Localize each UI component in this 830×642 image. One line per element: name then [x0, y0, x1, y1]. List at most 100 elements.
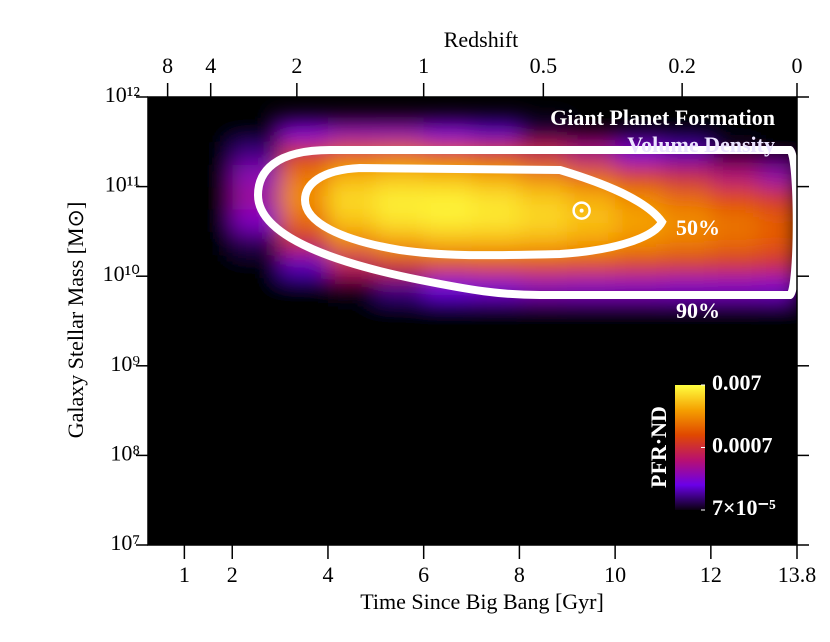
heatmap-cell [375, 209, 425, 232]
heatmap-cell [280, 276, 329, 300]
heatmap-cell [471, 209, 520, 232]
y-tick-label: 10¹² [105, 82, 141, 107]
heatmap-cell [232, 276, 281, 300]
heatmap-cell [423, 186, 473, 210]
heatmap-cell [184, 119, 233, 143]
heatmap-cell [758, 231, 797, 255]
heatmap-cell [710, 321, 760, 344]
heatmap-cell [615, 321, 664, 344]
heatmap-cell [423, 321, 473, 344]
contours [253, 146, 797, 299]
heatmap-cell [280, 298, 329, 322]
x2-tick-label: 0.2 [668, 53, 696, 78]
heatmap-cell [184, 253, 233, 277]
heatmap-cell [615, 298, 664, 322]
heatmap-cell [423, 298, 473, 322]
heatmap-cell [471, 298, 520, 322]
x2-tick-label: 0 [792, 53, 803, 78]
heatmap-cell [567, 253, 616, 277]
heatmap-cell [327, 276, 377, 300]
heatmap-cell [662, 209, 712, 232]
heatmap-cell [519, 298, 568, 322]
heatmap-cell [184, 164, 233, 188]
plot-frame [147, 96, 798, 546]
heatmap-cell [758, 298, 797, 322]
colorbar-tick-label: 0.007 [712, 370, 762, 395]
heatmap-cell [327, 298, 377, 322]
heatmap-cell [567, 321, 616, 344]
heatmap-cell [662, 186, 712, 210]
heatmap-cell [423, 209, 473, 232]
colorbar-title: PFR·ND [646, 406, 671, 488]
x2-tick-label: 4 [205, 53, 216, 78]
y-axis-title: Galaxy Stellar Mass [M⊙] [63, 202, 88, 439]
heatmap-cell [232, 141, 281, 165]
heatmap-cell [662, 298, 712, 322]
heatmap-cell [184, 276, 233, 300]
heatmap-cell [375, 321, 425, 344]
heatmap-cell [471, 119, 520, 143]
heatmap-cell [232, 119, 281, 143]
heatmap-cell [710, 298, 760, 322]
colorbar [675, 385, 705, 510]
heatmap-cell [423, 119, 473, 143]
heatmap-cell [375, 298, 425, 322]
heatmap-cell [615, 164, 664, 188]
heatmap-cell [519, 231, 568, 255]
y-tick-label: 10⁸ [110, 440, 140, 465]
heatmap-cell [471, 253, 520, 277]
contour-90 [253, 146, 797, 299]
heatmap-cell [758, 253, 797, 277]
heatmap-cell [662, 164, 712, 188]
heatmap-cell [327, 321, 377, 344]
heatmap-cell [471, 231, 520, 255]
heatmap-cell [519, 209, 568, 232]
x-tick-label: 6 [418, 562, 429, 587]
colorbar-tick-label: 0.0007 [712, 433, 773, 458]
heatmap-cell [232, 253, 281, 277]
x-tick-label: 8 [514, 562, 525, 587]
heatmap-cell [615, 253, 664, 277]
x-tick-label: 12 [700, 562, 722, 587]
heatmap-cell [280, 321, 329, 344]
contour-label: 90% [676, 298, 720, 323]
x2-axis-title: Redshift [444, 27, 519, 52]
heatmap-cell [662, 321, 712, 344]
contour-label: 50% [676, 215, 720, 240]
heatmap-cell [710, 253, 760, 277]
x-tick-label: 4 [322, 562, 333, 587]
heatmap-cell [184, 298, 233, 322]
heatmap-cell [519, 119, 568, 143]
heatmap-cell [327, 119, 377, 143]
x-tick-label: 10 [604, 562, 626, 587]
heatmap-cell [567, 209, 616, 232]
heatmap-cell [423, 253, 473, 277]
heatmap-cell [758, 321, 797, 344]
x-tick-label: 2 [227, 562, 238, 587]
heatmap-cell [615, 119, 664, 143]
x2-tick-label: 0.5 [530, 53, 558, 78]
heatmap-cell [327, 209, 377, 232]
x2-tick-label: 1 [418, 53, 429, 78]
colorbar-tick-label: 7×10⁻⁵ [712, 495, 776, 520]
heatmap-cell [662, 231, 712, 255]
sun-marker [572, 201, 591, 220]
y-tick-label: 10¹⁰ [103, 261, 141, 286]
heatmap-cell [184, 231, 233, 255]
heatmap-cell [184, 321, 233, 344]
heatmap-cell [710, 231, 760, 255]
heatmap-cell [232, 321, 281, 344]
annotation: Volume Density [627, 132, 775, 157]
heatmap-cell [519, 321, 568, 344]
heatmap-cell [662, 253, 712, 277]
heatmap-cell [758, 119, 797, 143]
x-tick-label: 1 [179, 562, 190, 587]
x-axis-title: Time Since Big Bang [Gyr] [360, 589, 604, 614]
y-tick-label: 10⁷ [110, 530, 140, 555]
heatmap-cell [567, 119, 616, 143]
x2-tick-label: 2 [291, 53, 302, 78]
sun-marker-group [572, 201, 591, 220]
